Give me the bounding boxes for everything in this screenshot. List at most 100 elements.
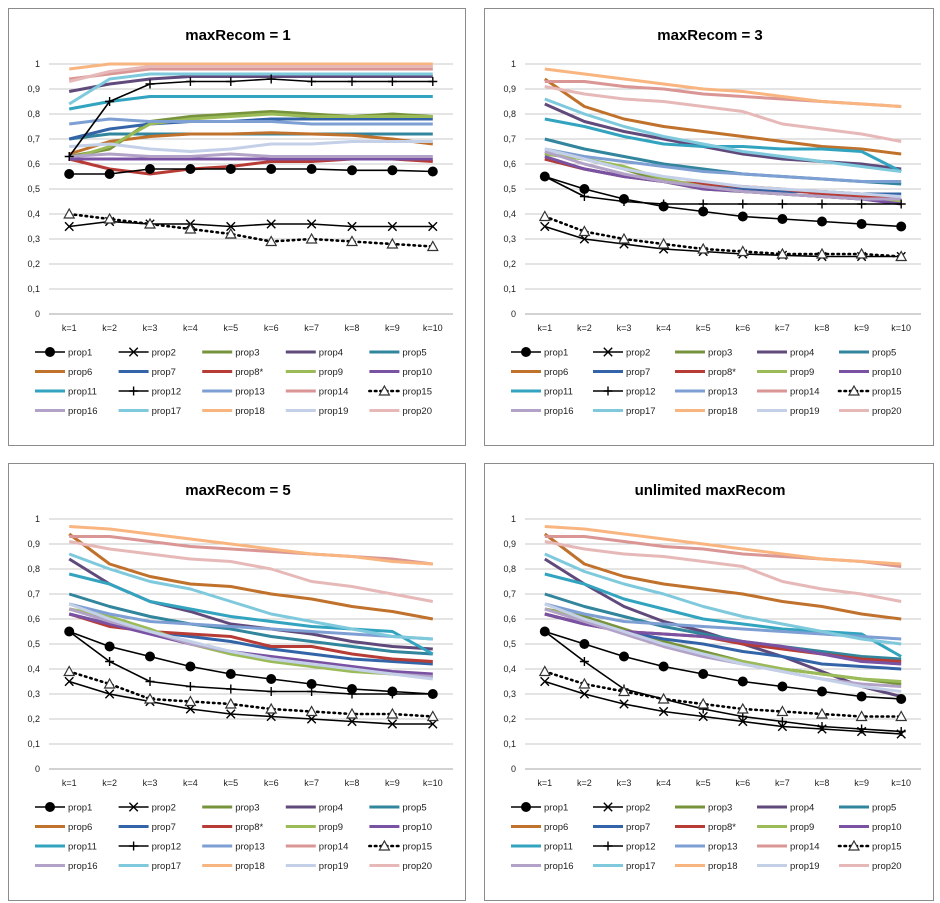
legend-marker [129, 841, 139, 851]
series-line-prop1 [69, 168, 433, 175]
legend-label: prop14 [319, 842, 349, 853]
y-tick-label: 1 [35, 514, 40, 524]
legend-label: prop12 [152, 842, 182, 853]
x-tick-label: k=7 [775, 323, 790, 333]
legend-label: prop1 [68, 803, 92, 814]
series-line-prop17 [68, 72, 433, 106]
data-point [619, 651, 629, 662]
data-point [64, 676, 74, 687]
x-tick-label: k=5 [696, 323, 711, 333]
data-point [895, 710, 908, 722]
x-tick-label: k=3 [143, 323, 158, 333]
data-point [347, 77, 357, 86]
y-tick-label: 0,7 [503, 134, 516, 144]
chart-panel-unlimited-maxrecom: unlimited maxRecom 0 0,1 0,2 0,3 0,4 0,5 0,6 0,7… [484, 463, 934, 901]
y-tick-label: 0 [35, 764, 40, 774]
data-point [145, 651, 155, 662]
data-point [305, 232, 318, 244]
legend-marker [603, 386, 613, 396]
legend-label: prop10 [872, 367, 902, 378]
legend-label: prop20 [402, 406, 432, 417]
chart-panel-maxrecom-5: maxRecom = 5 0 0,1 0,2 0,3 0,4 0,5 0,6 0,7 0,8 0,9… [8, 463, 466, 901]
data-point [617, 232, 631, 244]
legend-marker [521, 802, 531, 812]
data-point [184, 222, 197, 234]
data-point [145, 79, 155, 89]
legend-label: prop20 [872, 406, 902, 417]
chart-title: unlimited maxRecom [635, 482, 786, 499]
data-point [817, 199, 827, 209]
legend-label: prop3 [235, 348, 259, 359]
legend-label: prop15 [402, 842, 432, 853]
series-line-prop18 [69, 62, 433, 71]
data-point [266, 674, 277, 684]
series-line-prop18 [544, 67, 902, 108]
data-point [105, 97, 115, 106]
series-line-prop6 [68, 131, 433, 156]
series-line-prop1 [68, 630, 433, 695]
data-point [104, 169, 115, 179]
data-point [579, 234, 590, 244]
x-tick-label: k=9 [385, 323, 400, 333]
y-tick-label: 0,1 [503, 284, 516, 294]
series-line-prop20 [68, 540, 434, 603]
legend-label: prop5 [872, 348, 896, 359]
y-tick-label: 0,6 [503, 614, 516, 624]
data-point [777, 681, 788, 692]
data-point [896, 694, 907, 704]
x-tick-label: k=6 [735, 778, 750, 788]
x-tick-label: k=3 [617, 323, 632, 333]
legend-marker [378, 839, 391, 851]
data-point [306, 679, 317, 689]
y-tick-label: 0,4 [503, 209, 516, 219]
data-point [387, 221, 398, 232]
legend-marker [847, 839, 861, 851]
data-point [104, 641, 115, 652]
x-tick-label: k=4 [656, 323, 671, 333]
legend-label: prop18 [235, 406, 265, 417]
legend-label: prop13 [235, 387, 265, 398]
data-point [145, 677, 155, 686]
data-point [226, 77, 236, 86]
x-tick-label: k=5 [223, 778, 238, 788]
y-tick-label: 0,4 [503, 664, 516, 674]
legend-label: prop5 [402, 348, 426, 359]
data-point [265, 702, 278, 714]
legend-label: prop8* [708, 822, 736, 833]
legend-label: prop6 [544, 367, 568, 378]
legend-marker [603, 841, 613, 851]
series-line-prop12 [544, 630, 902, 733]
data-point [386, 237, 399, 249]
legend-label: prop7 [626, 367, 650, 378]
legend-label: prop3 [235, 803, 259, 814]
legend-label: prop6 [68, 822, 92, 833]
legend-label: prop9 [790, 367, 814, 378]
y-tick-label: 0,8 [503, 109, 516, 119]
data-point [697, 697, 710, 709]
data-point [659, 199, 669, 209]
series-line-prop19 [68, 602, 433, 681]
data-point [856, 219, 867, 229]
x-tick-label: k=10 [423, 778, 443, 788]
legend-marker [603, 347, 613, 357]
legend-marker [521, 347, 531, 357]
y-tick-label: 0,4 [27, 664, 40, 674]
y-tick-label: 0,7 [503, 589, 516, 599]
y-tick-label: 0,6 [503, 159, 516, 169]
x-tick-label: k=3 [617, 778, 632, 788]
y-tick-label: 0,8 [503, 564, 516, 574]
data-point [698, 206, 709, 217]
data-point [64, 221, 74, 232]
data-point [428, 221, 438, 232]
series-line-prop12 [68, 630, 433, 695]
data-point [658, 661, 669, 672]
data-point [64, 152, 74, 161]
data-point [855, 247, 868, 259]
x-tick-label: k=1 [537, 778, 552, 788]
x-tick-label: k=8 [345, 778, 360, 788]
legend-label: prop12 [152, 387, 182, 398]
legend-label: prop15 [872, 842, 902, 853]
y-tick-label: 0,2 [27, 714, 40, 724]
chart-svg: maxRecom = 5 0 0,1 0,2 0,3 0,4 0,5 0,6 0,7 0,8 0,9… [27, 482, 453, 872]
series-line-prop19 [544, 147, 902, 198]
